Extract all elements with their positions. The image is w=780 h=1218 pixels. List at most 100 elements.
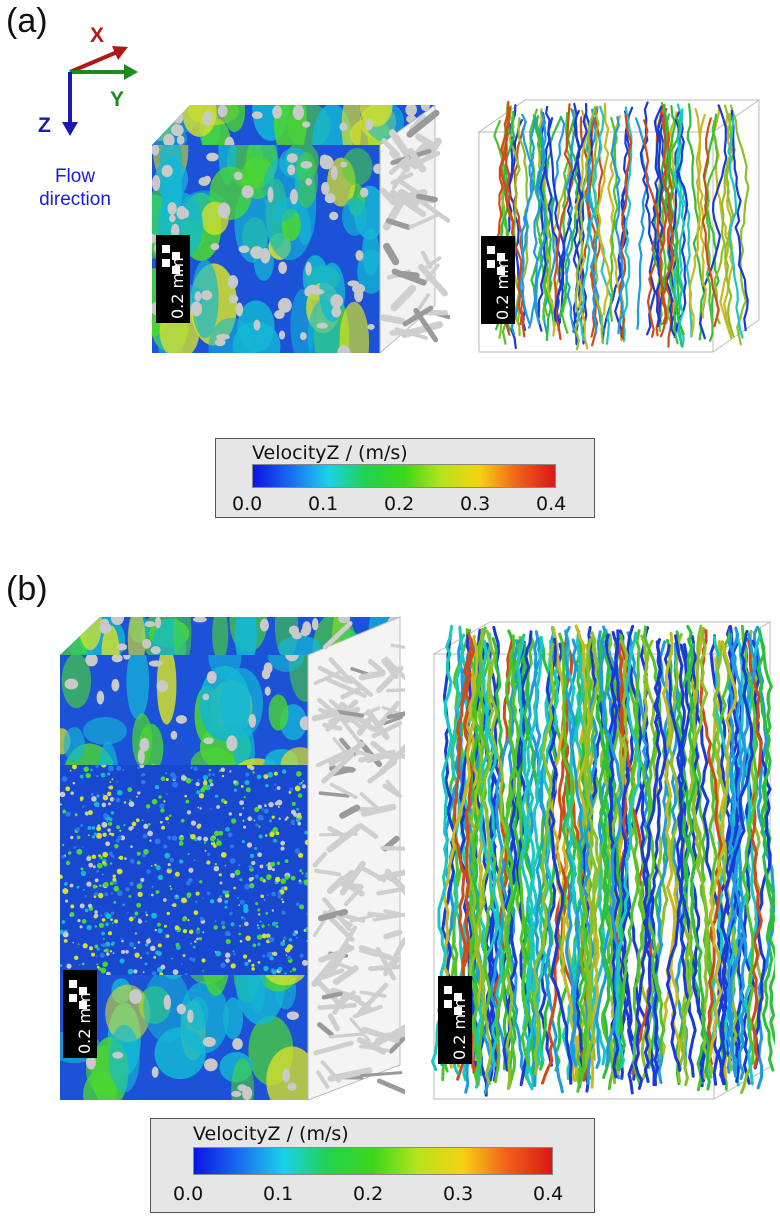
fine-speckle: [174, 871, 180, 877]
fine-speckle: [241, 840, 245, 844]
fine-speckle: [220, 767, 226, 772]
fine-speckle: [88, 946, 94, 951]
streamline: [686, 103, 706, 341]
flow-direction-line2: direction: [39, 189, 111, 210]
fine-speckle: [99, 914, 103, 917]
fine-speckle: [151, 971, 157, 975]
fine-speckle: [301, 784, 307, 789]
fine-speckle: [197, 779, 200, 782]
fiber-cross-section: [354, 287, 364, 303]
fine-speckle: [136, 795, 138, 798]
fiber-strand: [317, 1022, 334, 1037]
fine-speckle: [275, 831, 280, 836]
fine-speckle: [171, 835, 178, 841]
fine-speckle: [254, 847, 257, 850]
fine-speckle: [284, 972, 287, 975]
fine-speckle: [262, 954, 266, 958]
fine-speckle: [133, 969, 138, 974]
fiber-cross-section: [206, 670, 217, 684]
fiber-strand: [408, 212, 442, 229]
fiber-cross-section: [365, 119, 373, 131]
fine-speckle: [160, 964, 166, 970]
fine-speckle: [94, 891, 99, 896]
fiber-strand: [339, 804, 361, 819]
fine-speckle: [165, 778, 169, 782]
fine-speckle: [167, 822, 170, 824]
colorbar-tick: 0.0: [232, 493, 263, 515]
fine-speckle: [122, 768, 125, 771]
fine-speckle: [80, 824, 84, 827]
fine-speckle: [116, 868, 123, 875]
fine-speckle: [242, 954, 248, 959]
fiber-strand: [390, 643, 405, 650]
fine-speckle: [230, 844, 234, 849]
fiber-cross-section: [155, 617, 162, 629]
fine-speckle: [156, 951, 162, 957]
fiber-strand: [407, 147, 427, 173]
fiber-cross-section: [111, 655, 123, 663]
z-axis-arrow: [62, 72, 78, 136]
fine-speckle: [200, 787, 206, 793]
fiber-strand: [359, 990, 387, 998]
fine-speckle: [128, 941, 135, 948]
fine-speckle: [230, 922, 235, 927]
fine-speckle: [299, 953, 304, 958]
fine-speckle: [244, 780, 250, 786]
fiber-strand: [360, 1071, 403, 1078]
streamlines-b: 0.2 mm: [431, 621, 775, 1100]
fine-speckle: [96, 775, 99, 778]
fine-speckle: [101, 802, 107, 808]
fine-speckle: [261, 924, 265, 928]
fine-speckle: [275, 925, 279, 928]
fine-speckle: [168, 814, 172, 818]
fiber-cross-section: [282, 1068, 291, 1083]
fine-speckle: [273, 771, 278, 776]
fine-speckle: [60, 791, 66, 798]
fine-speckle: [248, 864, 253, 869]
y-axis-label: Y: [110, 88, 125, 111]
fine-speckle: [102, 937, 105, 940]
fine-speckle: [249, 853, 255, 859]
fine-speckle: [91, 952, 96, 957]
colorbar-tick: 0.2: [384, 493, 415, 515]
fine-speckle: [73, 955, 79, 961]
fiber-strand: [383, 929, 403, 940]
fine-speckle: [304, 839, 308, 846]
fine-speckle: [287, 955, 292, 961]
fine-speckle: [265, 911, 269, 915]
fine-speckle: [212, 773, 215, 776]
fine-speckle: [94, 910, 98, 914]
colorbar-tick: 0.0: [173, 1183, 204, 1205]
fine-speckle: [271, 891, 276, 897]
fine-speckle: [228, 812, 233, 816]
fine-speckle: [276, 786, 281, 790]
fine-speckle: [202, 774, 209, 781]
fine-speckle: [116, 890, 123, 897]
fiber-cross-section: [203, 737, 214, 745]
fiber-strand: [332, 965, 359, 985]
fine-speckle: [204, 849, 207, 852]
fine-speckle: [216, 840, 222, 847]
fiber-cross-section: [204, 1058, 218, 1072]
velocity-patch: [339, 301, 370, 353]
fine-speckle: [107, 765, 114, 772]
fine-speckle: [78, 964, 81, 966]
fine-speckle: [127, 968, 134, 975]
fine-speckle: [119, 958, 125, 964]
fine-speckle: [246, 842, 253, 848]
fine-speckle: [94, 944, 99, 949]
fine-speckle: [301, 959, 308, 966]
fine-speckle: [243, 796, 246, 799]
streamline: [476, 629, 497, 1086]
fine-speckle: [85, 772, 91, 779]
fine-speckle: [62, 843, 65, 847]
fine-speckle: [238, 812, 243, 817]
fine-speckle: [172, 969, 179, 975]
fiber-cross-section: [272, 105, 283, 119]
fine-speckle: [102, 961, 108, 967]
fiber-strand: [424, 256, 442, 270]
fine-speckle: [224, 905, 228, 909]
fine-speckle: [113, 901, 117, 904]
fiber-cross-section: [60, 621, 73, 635]
streamline: [729, 104, 750, 346]
